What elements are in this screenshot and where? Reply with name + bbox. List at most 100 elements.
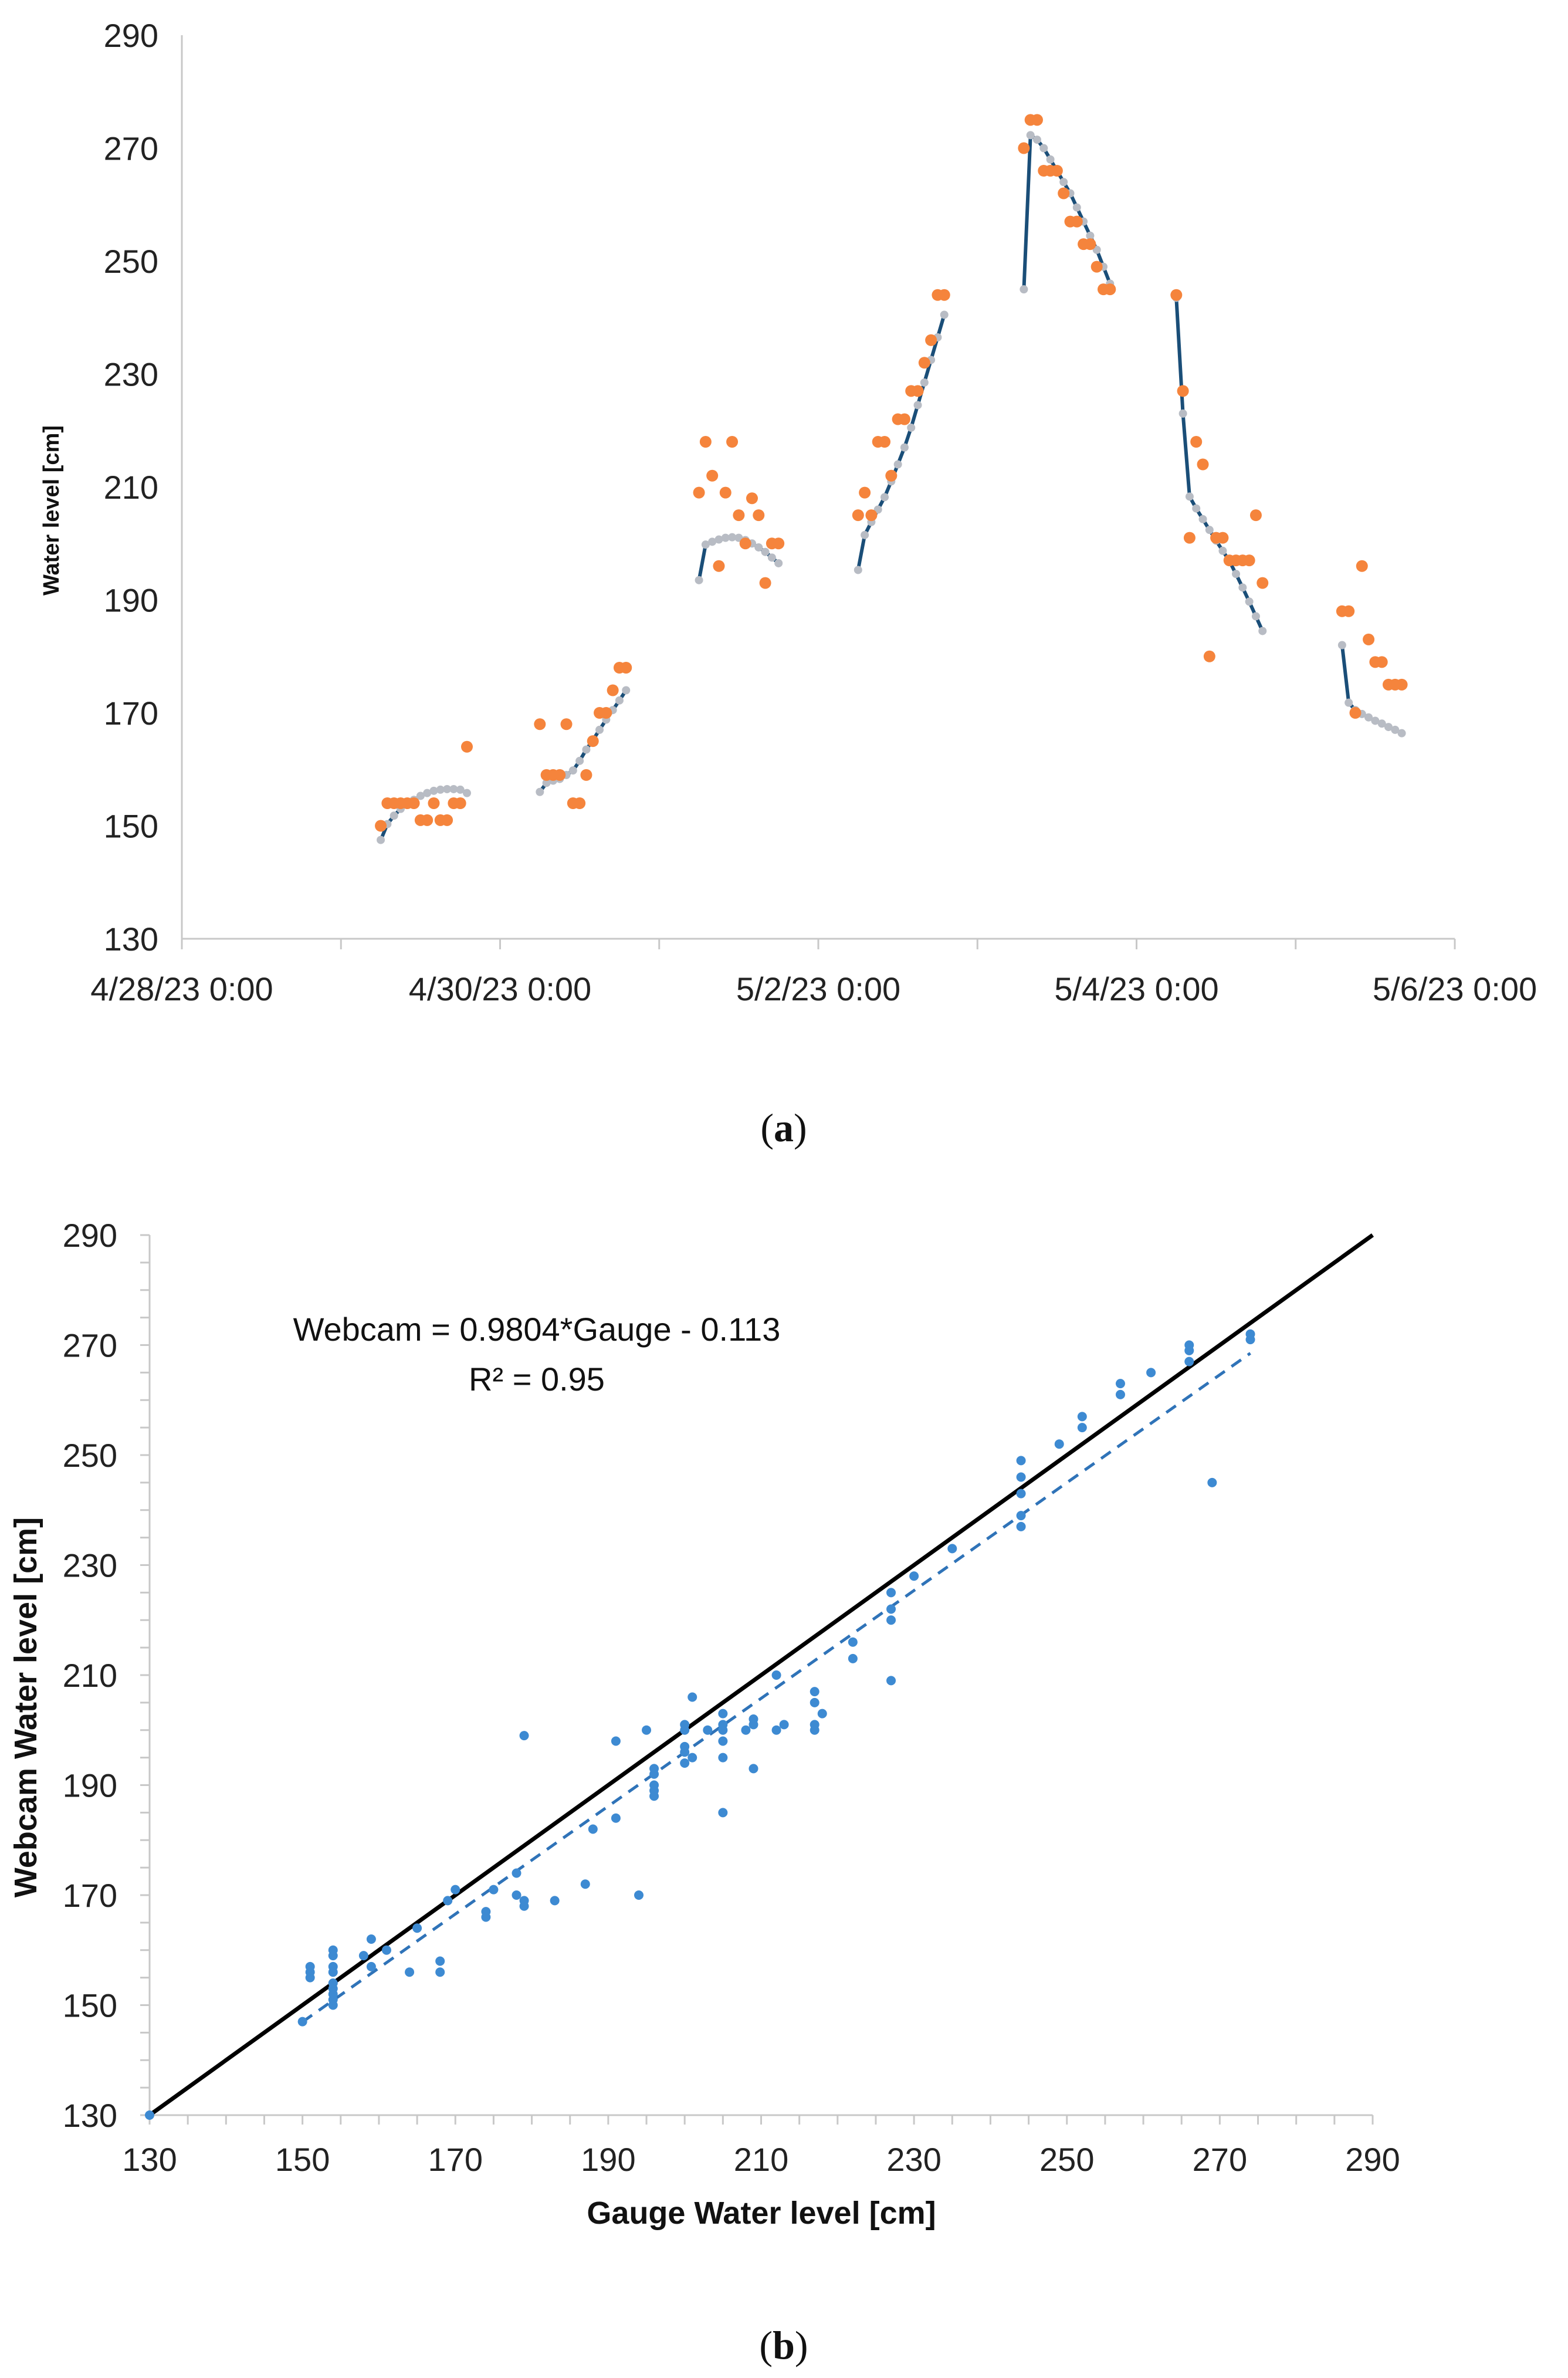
chart-b-point xyxy=(512,1890,521,1900)
chart-b-point xyxy=(451,1885,460,1895)
chart-b-x-tick-label: 170 xyxy=(428,2141,483,2178)
chart-b-point xyxy=(749,1764,758,1774)
chart-a-webcam-point xyxy=(1243,554,1255,567)
chart-a-webcam-point xyxy=(1084,238,1096,251)
chart-a-webcam-point xyxy=(879,436,891,448)
chart-a-gauge-line xyxy=(856,314,946,571)
chart-b-point xyxy=(328,1978,338,1988)
chart-a-gauge-point xyxy=(1258,627,1267,635)
chart-b-x-tick-label: 210 xyxy=(734,2141,788,2178)
chart-a-webcam-point xyxy=(534,718,546,730)
chart-a-webcam-point xyxy=(1217,532,1229,544)
chart-a-gauge-point xyxy=(761,547,770,556)
chart-a-webcam-point xyxy=(607,684,619,696)
chart-b-y-tick-label: 230 xyxy=(63,1547,117,1584)
chart-a-webcam-point xyxy=(1058,187,1070,199)
chart-b-point xyxy=(1016,1511,1026,1521)
chart-b-point xyxy=(718,1709,728,1719)
chart-a-gauge-point xyxy=(416,791,425,800)
chart-b-point xyxy=(145,2110,154,2120)
chart-a-gauge-point xyxy=(774,559,783,567)
chart-a-webcam-point xyxy=(1104,283,1116,296)
chart-b-point xyxy=(703,1725,713,1735)
chart-b-point xyxy=(810,1697,819,1707)
chart-b-point xyxy=(1016,1456,1026,1466)
chart-a-webcam-point xyxy=(865,509,878,522)
chart-a-webcam-point xyxy=(753,509,765,522)
chart-a-webcam-point xyxy=(1376,656,1388,668)
chart-a-gauge-point xyxy=(1026,131,1035,140)
chart-a-webcam-point xyxy=(713,560,725,572)
chart-a-webcam-point xyxy=(1249,509,1262,522)
chart-b-point xyxy=(718,1808,728,1818)
chart-a-gauge-point xyxy=(1345,698,1353,707)
chart-a-gauge-point xyxy=(568,766,577,775)
chart-a-gauge-point xyxy=(436,785,445,794)
chart-a-gauge-point xyxy=(622,686,631,695)
chart-a-gauge-point xyxy=(1337,641,1346,650)
chart-a-webcam-point xyxy=(1396,678,1408,691)
chart-a-gauge-point xyxy=(880,493,889,502)
chart-a-gauge-point xyxy=(920,378,929,387)
chart-a-webcam-point xyxy=(726,436,739,448)
chart-a-y-tick-label: 270 xyxy=(104,130,158,167)
chart-a-gauge-point xyxy=(1245,597,1254,606)
chart-a-webcam-point xyxy=(1170,289,1183,301)
chart-b-point xyxy=(297,2017,307,2027)
chart-b-point xyxy=(512,1868,521,1878)
chart-a-x-tick-label: 5/2/23 0:00 xyxy=(736,970,900,1007)
chart-a-webcam-point xyxy=(441,814,453,826)
chart-a-gauge-line xyxy=(1174,297,1264,632)
chart-a-gauge-point xyxy=(1251,612,1260,621)
chart-b-point xyxy=(680,1758,690,1768)
chart-b-point xyxy=(1077,1423,1087,1433)
chart-a-gauge-point xyxy=(462,789,471,797)
chart-a-webcam-point xyxy=(733,509,745,522)
chart-a-gauge-point xyxy=(429,786,438,795)
chart-a-gauge-point xyxy=(1364,713,1373,722)
chart-a-webcam-point xyxy=(1343,605,1355,617)
chart-b-point xyxy=(848,1637,858,1647)
chart-b-x-tick-label: 290 xyxy=(1345,2141,1400,2178)
chart-b-point xyxy=(741,1725,751,1735)
chart-b-panel-letter: b xyxy=(773,2323,795,2367)
chart-b-point xyxy=(1207,1477,1217,1487)
chart-a-gauge-point xyxy=(861,530,869,539)
chart-a-webcam-point xyxy=(773,537,785,550)
chart-b-point xyxy=(366,1961,376,1971)
chart-a-y-tick-label: 170 xyxy=(104,695,158,732)
chart-a-webcam-point xyxy=(1356,560,1368,572)
chart-a-webcam-point xyxy=(1051,165,1063,177)
chart-a-y-tick-label: 250 xyxy=(104,243,158,280)
chart-a-webcam-point xyxy=(580,769,592,781)
chart-b-point xyxy=(718,1753,728,1763)
chart-b-point xyxy=(680,1741,690,1751)
chart-a-gauge-point xyxy=(1205,526,1214,535)
chart-a-gauge-point xyxy=(390,811,398,820)
chart-a-gauge-point xyxy=(728,533,737,542)
chart-b-point xyxy=(443,1896,453,1906)
chart-b-point xyxy=(489,1885,499,1895)
chart-a-webcam-point xyxy=(912,385,924,397)
chart-a-gauge-point xyxy=(449,784,458,793)
chart-a-gauge-point xyxy=(907,423,916,432)
chart-a-webcam-point xyxy=(898,413,910,425)
chart-b-identity-line xyxy=(148,1233,1374,2117)
chart-a-webcam-point xyxy=(408,797,420,809)
chart-a-webcam-point xyxy=(1349,707,1362,719)
chart-a-y-tick-label: 290 xyxy=(104,17,158,54)
chart-b-point xyxy=(886,1604,896,1614)
chart-a-webcam-point xyxy=(428,797,440,809)
chart-b-point xyxy=(649,1764,659,1774)
chart-a-gauge-point xyxy=(1218,546,1227,555)
chart-b-point xyxy=(947,1544,957,1554)
chart-a-gauge-point xyxy=(1232,570,1241,579)
chart-b-y-ticks: 130 150 170 190 210 230 250 270 290 xyxy=(63,1217,117,2134)
chart-a-webcam-point xyxy=(560,718,573,730)
chart-a-gauge-point xyxy=(443,784,452,793)
chart-a-webcam-point xyxy=(759,577,771,589)
chart-b-point xyxy=(1016,1521,1026,1531)
chart-a-gauge-point xyxy=(1086,231,1095,240)
chart-a-webcam-point xyxy=(1031,114,1043,126)
chart-b-point xyxy=(1184,1357,1194,1366)
